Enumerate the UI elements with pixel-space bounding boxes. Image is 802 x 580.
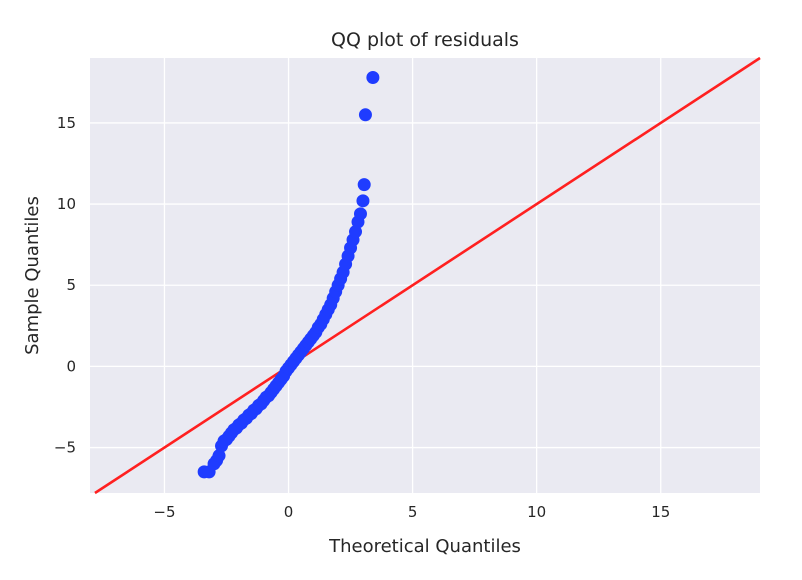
reference-line-layer bbox=[94, 56, 761, 495]
y-tick-label: −5 bbox=[54, 439, 76, 457]
reference-line bbox=[94, 56, 761, 495]
x-tick-label: −5 bbox=[153, 503, 175, 521]
data-point bbox=[349, 225, 363, 239]
y-axis-label: Sample Quantiles bbox=[22, 196, 43, 355]
chart-title: QQ plot of residuals bbox=[331, 29, 519, 51]
x-axis-label: Theoretical Quantiles bbox=[328, 536, 521, 557]
data-point bbox=[356, 194, 370, 208]
y-tick-label: 10 bbox=[57, 195, 76, 213]
x-tick-labels: −5 0 5 10 15 bbox=[153, 503, 670, 521]
data-point bbox=[357, 178, 371, 192]
x-tick-label: 0 bbox=[284, 503, 294, 521]
points bbox=[197, 70, 380, 479]
y-tick-label: 0 bbox=[66, 357, 76, 375]
y-tick-label: 5 bbox=[66, 276, 76, 294]
data-point bbox=[353, 207, 367, 221]
data-point bbox=[358, 108, 372, 122]
x-tick-label: 10 bbox=[527, 503, 546, 521]
x-tick-label: 5 bbox=[408, 503, 418, 521]
y-tick-labels: −5 0 5 10 15 bbox=[54, 114, 76, 457]
data-point bbox=[212, 449, 226, 463]
x-tick-label: 15 bbox=[651, 503, 670, 521]
grid bbox=[90, 58, 760, 493]
data-point bbox=[366, 70, 380, 84]
y-tick-label: 15 bbox=[57, 114, 76, 132]
